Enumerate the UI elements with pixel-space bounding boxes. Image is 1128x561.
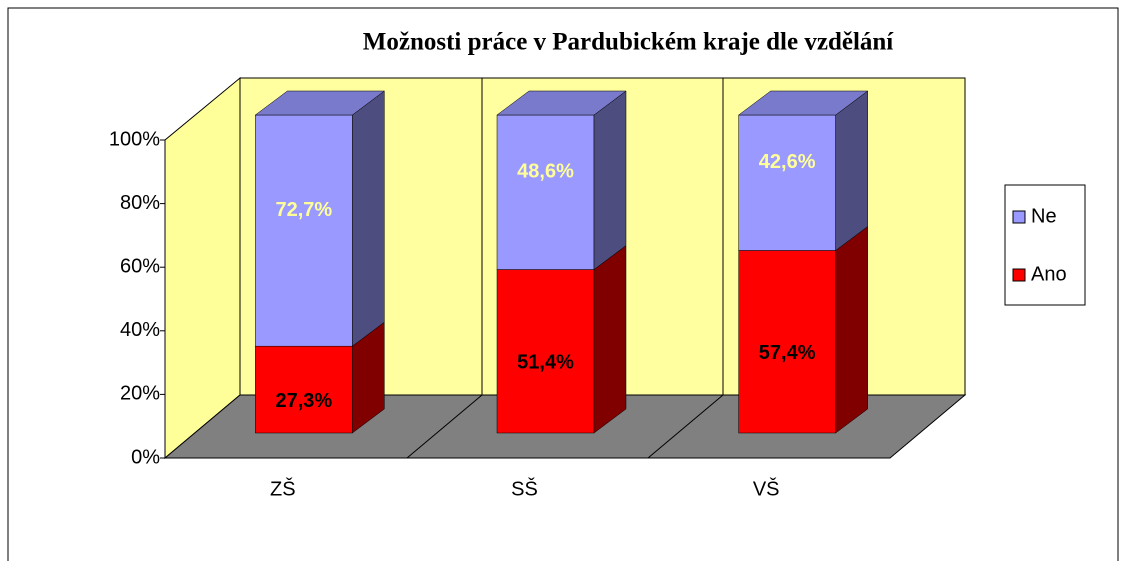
x-tick-label: ZŠ [270,477,296,500]
x-tick-label: VŠ [753,477,780,500]
value-label: 57,4% [759,342,816,364]
bar-top [254,90,386,116]
bar-side [593,90,627,271]
floor-divider [647,394,724,459]
floor-divider [406,394,483,459]
y-tick-label: 100% [109,128,160,150]
chart-frame [7,7,1119,561]
bar-front [255,345,353,434]
y-tick-label: 20% [120,383,160,405]
bar-front [496,269,595,434]
value-label: 42,6% [759,151,816,173]
chart-title: Možnosti práce v Pardubickém kraje dle v… [363,29,895,56]
y-tick-label: 80% [120,192,160,214]
value-label: 27,3% [275,390,332,412]
value-label: 48,6% [517,161,574,183]
bar-top [737,90,869,116]
legend-label: Ne [1031,205,1057,227]
legend-swatch [1012,210,1026,224]
legend-label: Ano [1031,263,1067,285]
bar-front [496,114,595,270]
bar-front [738,114,836,251]
value-label: 72,7% [275,199,332,221]
bar-side [352,90,385,347]
bar-side [835,225,868,434]
x-tick-label: SŠ [511,477,538,500]
legend-swatch [1012,268,1026,282]
bar-side [593,245,627,434]
value-label: 51,4% [517,352,574,374]
bar-top [496,90,627,116]
y-tick-label: 60% [120,255,160,277]
legend [1004,184,1086,306]
bar-side [835,90,868,251]
y-tick-label: 40% [120,319,160,341]
bar-front [255,114,353,347]
y-tick-label: 0% [131,446,160,468]
side-wall [164,76,241,460]
